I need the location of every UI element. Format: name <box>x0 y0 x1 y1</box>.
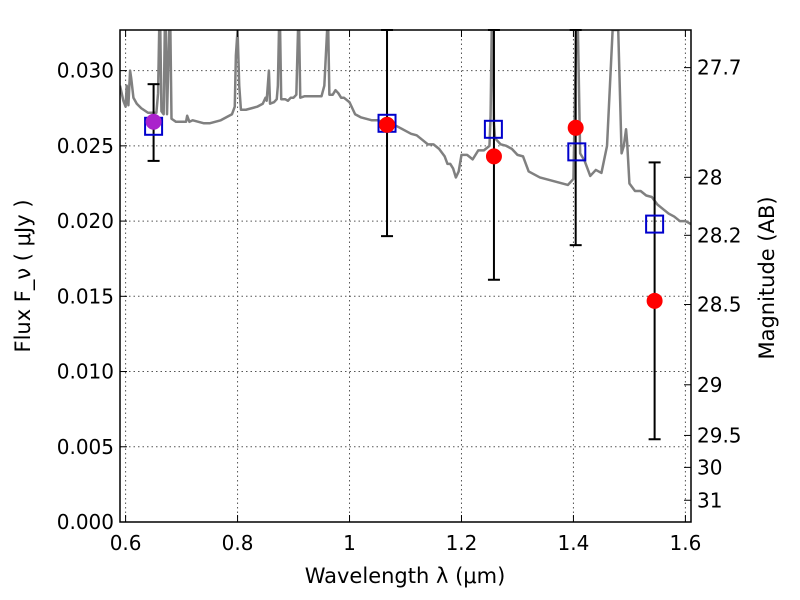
y-tick-label: 0.000 <box>57 510 114 534</box>
y-tick-label: 0.015 <box>57 284 114 308</box>
y2-tick-label: 28.5 <box>697 293 742 317</box>
y-tick-label: 0.010 <box>57 360 114 384</box>
observed-data-point <box>379 116 396 133</box>
y2-tick-label: 29.5 <box>697 423 742 447</box>
y2-tick-label: 28.2 <box>697 223 742 247</box>
y-tick-label: 0.005 <box>57 435 114 459</box>
x-tick-label: 1.6 <box>669 531 701 555</box>
y-axis-title: Flux F_ν ( μJy ) <box>11 199 36 352</box>
x-tick-label: 1.2 <box>446 531 478 555</box>
plot-area <box>120 30 691 226</box>
y-tick-label: 0.030 <box>57 59 114 83</box>
y-tick-label: 0.025 <box>57 134 114 158</box>
x-tick-label: 0.6 <box>110 531 142 555</box>
model-photometry-square <box>645 214 665 234</box>
grid <box>120 30 691 523</box>
plot-frame <box>119 29 692 523</box>
observed-data-point <box>567 119 584 136</box>
y2-tick-label: 28 <box>697 165 722 189</box>
y-tick-label: 0.020 <box>57 209 114 233</box>
ticks: 0.6 0.8 1 1.2 1.4 1.6 0.000 0.005 0.010 0.015 0.02… <box>57 30 742 555</box>
observed-data-point <box>145 113 162 130</box>
observed-data-point <box>485 148 502 165</box>
model-photometry-square <box>483 119 503 139</box>
x-axis-title: Wavelength λ (μm) <box>305 564 506 588</box>
y2-tick-label: 31 <box>697 488 722 512</box>
y2-tick-label: 30 <box>697 455 722 479</box>
observed-data-point <box>646 292 663 309</box>
y2-axis-title: Magnitude (AB) <box>755 196 779 359</box>
markers <box>144 29 665 441</box>
model-spectrum-line <box>120 30 691 226</box>
y2-tick-label: 29 <box>697 373 722 397</box>
x-tick-label: 1 <box>343 531 356 555</box>
x-tick-label: 0.8 <box>222 531 254 555</box>
y2-tick-label: 27.7 <box>697 56 742 80</box>
model-photometry-square <box>567 142 587 162</box>
x-tick-label: 1.4 <box>558 531 590 555</box>
